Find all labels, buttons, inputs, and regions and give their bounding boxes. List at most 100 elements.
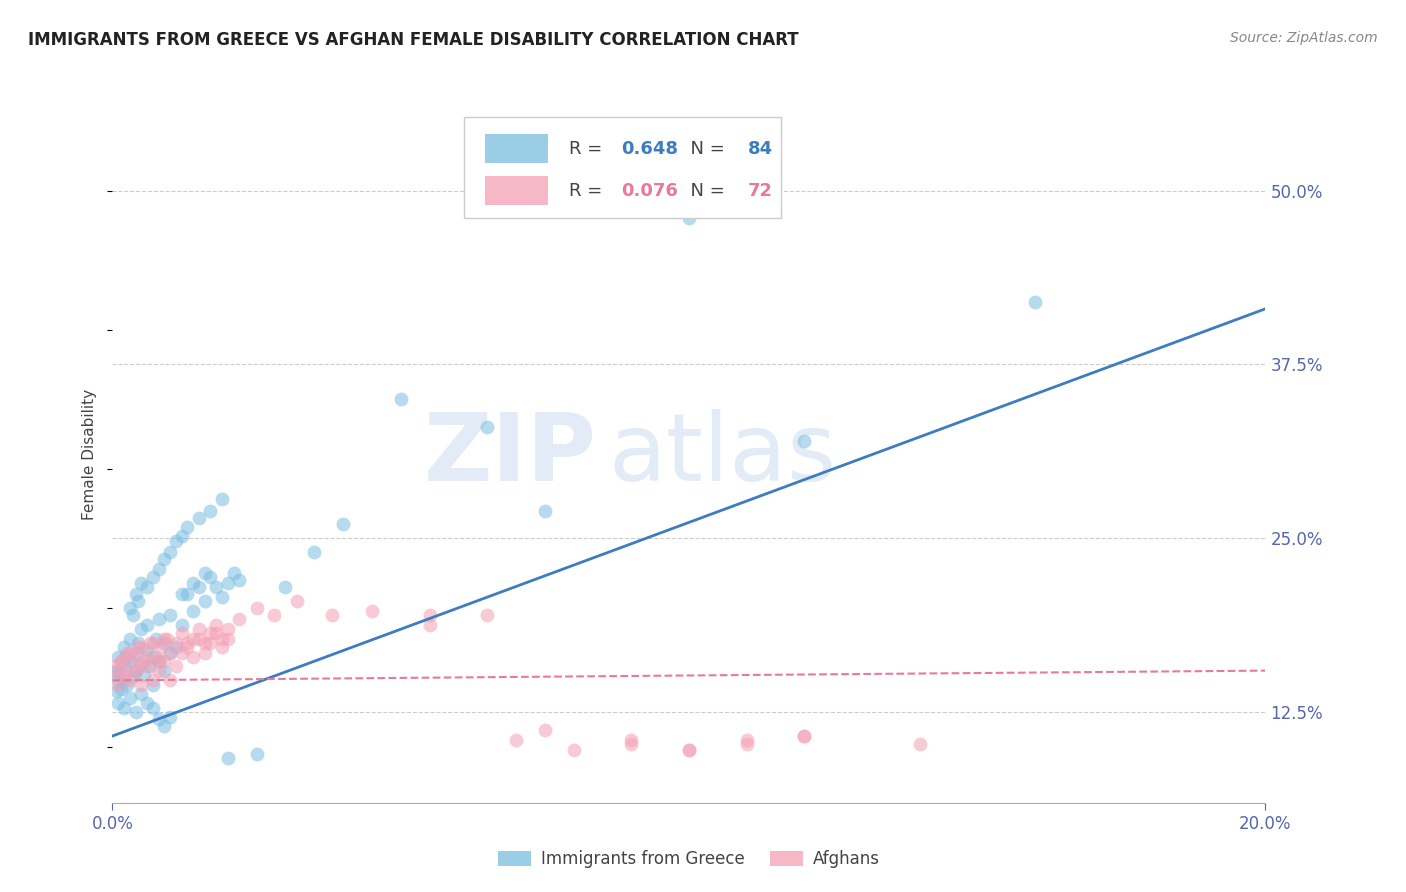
- Point: [200, 503, 222, 517]
- Point: [165, 659, 187, 673]
- Point: [188, 580, 211, 594]
- Point: [211, 632, 233, 646]
- Point: [148, 654, 170, 668]
- Point: [124, 646, 146, 660]
- Point: [105, 684, 128, 698]
- Point: [228, 573, 250, 587]
- Point: [112, 667, 135, 681]
- Point: [194, 646, 217, 660]
- Point: [142, 701, 165, 715]
- Point: [150, 640, 173, 654]
- Point: [139, 659, 162, 673]
- Point: [142, 636, 165, 650]
- Point: [124, 587, 146, 601]
- Point: [188, 622, 211, 636]
- Point: [793, 729, 815, 743]
- Point: [124, 664, 146, 678]
- Point: [127, 640, 149, 654]
- Point: [176, 587, 198, 601]
- Point: [108, 664, 131, 678]
- Point: [112, 640, 135, 654]
- Point: [678, 743, 700, 757]
- Point: [217, 632, 239, 646]
- Point: [188, 632, 211, 646]
- Point: [211, 492, 233, 507]
- Point: [107, 673, 129, 688]
- Point: [118, 654, 141, 668]
- Point: [181, 632, 204, 646]
- Point: [908, 737, 931, 751]
- Point: [127, 636, 149, 650]
- Point: [194, 566, 217, 581]
- Text: IMMIGRANTS FROM GREECE VS AFGHAN FEMALE DISABILITY CORRELATION CHART: IMMIGRANTS FROM GREECE VS AFGHAN FEMALE …: [28, 31, 799, 49]
- Point: [153, 552, 176, 566]
- Point: [200, 570, 222, 584]
- Point: [170, 587, 193, 601]
- Point: [419, 617, 441, 632]
- Point: [360, 604, 382, 618]
- Point: [118, 673, 141, 688]
- Point: [228, 612, 250, 626]
- Point: [263, 607, 285, 622]
- Point: [153, 654, 176, 668]
- Point: [124, 664, 146, 678]
- Point: [159, 545, 181, 559]
- Point: [200, 636, 222, 650]
- Point: [170, 617, 193, 632]
- Point: [111, 673, 134, 688]
- Point: [475, 420, 498, 434]
- Point: [129, 687, 153, 701]
- Point: [136, 659, 159, 673]
- Point: [533, 503, 555, 517]
- Point: [170, 626, 193, 640]
- Point: [114, 664, 136, 678]
- Point: [105, 667, 128, 681]
- Point: [205, 617, 228, 632]
- Point: [200, 626, 222, 640]
- Point: [678, 743, 700, 757]
- Point: [194, 636, 217, 650]
- Point: [107, 696, 129, 710]
- Point: [245, 601, 267, 615]
- Point: [217, 622, 239, 636]
- Text: R =: R =: [569, 182, 607, 200]
- Point: [217, 751, 239, 765]
- Point: [136, 649, 159, 664]
- Point: [118, 632, 141, 646]
- Text: R =: R =: [569, 140, 607, 158]
- Point: [170, 646, 193, 660]
- Y-axis label: Female Disability: Female Disability: [82, 389, 97, 521]
- Point: [112, 659, 135, 673]
- Point: [735, 737, 758, 751]
- Point: [793, 729, 815, 743]
- Point: [217, 576, 239, 591]
- Point: [505, 733, 527, 747]
- Legend: Immigrants from Greece, Afghans: Immigrants from Greece, Afghans: [491, 843, 887, 874]
- Point: [188, 510, 211, 524]
- Point: [194, 594, 217, 608]
- Point: [114, 649, 136, 664]
- Point: [159, 646, 181, 660]
- Point: [142, 677, 165, 691]
- Point: [153, 636, 176, 650]
- Point: [165, 534, 187, 549]
- Point: [112, 701, 135, 715]
- Point: [321, 607, 343, 622]
- FancyBboxPatch shape: [464, 118, 782, 219]
- Point: [165, 640, 187, 654]
- Point: [110, 654, 132, 668]
- Point: [129, 657, 153, 671]
- Point: [389, 392, 412, 407]
- Point: [176, 636, 198, 650]
- Text: 0.076: 0.076: [621, 182, 678, 200]
- Point: [159, 673, 181, 688]
- Point: [176, 520, 198, 534]
- Text: 72: 72: [748, 182, 773, 200]
- Point: [148, 612, 170, 626]
- Point: [115, 646, 138, 660]
- Point: [211, 640, 233, 654]
- Point: [419, 607, 441, 622]
- Point: [124, 659, 146, 673]
- Point: [121, 649, 143, 664]
- Point: [222, 566, 245, 581]
